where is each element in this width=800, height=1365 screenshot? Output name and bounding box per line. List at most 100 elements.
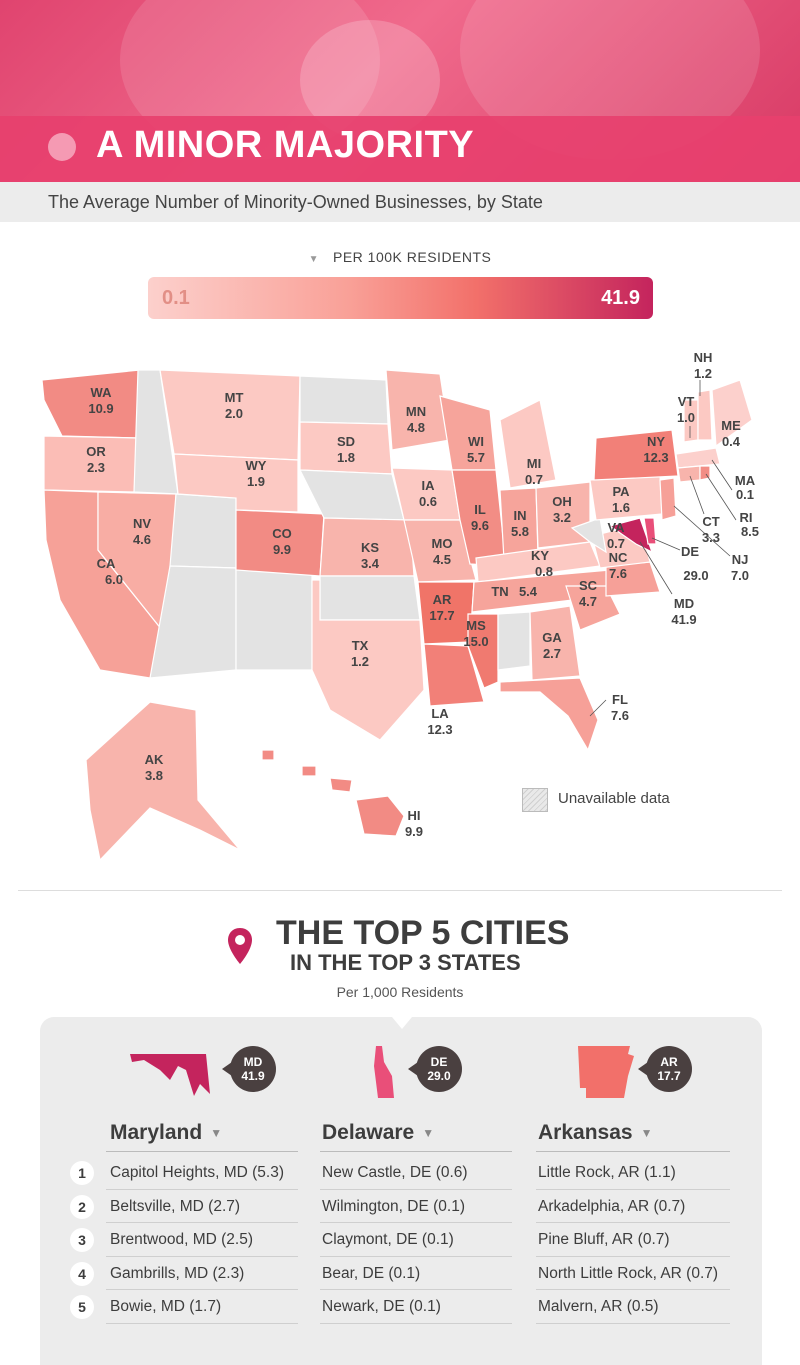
state-value: 10.9 [88,401,113,416]
state-value: 12.3 [643,450,668,465]
column-rule [320,1151,512,1152]
top-cities-unit: Per 1,000 Residents [336,984,464,1000]
state-shape-nm [235,567,313,671]
state-value: 7.6 [609,566,627,581]
state-value: 8.5 [741,524,759,539]
state-label: IN [514,508,527,523]
unavailable-swatch [522,788,548,812]
state-value: 1.2 [694,366,712,381]
state-shape-tx[interactable] [311,579,425,741]
state-shape-ne [299,469,405,521]
state-shape-ny[interactable] [593,429,679,481]
city-row: Newark, DE (0.1) [322,1298,441,1315]
state-shape-mo[interactable] [403,519,477,583]
state-label: WA [91,385,113,400]
state-shape-fl[interactable] [499,677,599,752]
row-rule [320,1222,512,1223]
state-value: 15.0 [463,634,488,649]
state-shape-hi-island [329,777,353,793]
delaware-shape-icon [374,1046,394,1098]
panel-notch [392,1017,412,1029]
state-shape-la[interactable] [423,643,485,707]
city-row: Pine Bluff, AR (0.7) [538,1231,670,1248]
state-shape-nh[interactable] [697,389,713,441]
state-value: 1.0 [677,410,695,425]
state-label: AR [433,592,452,607]
state-label: CT [702,514,719,529]
state-label: VA [607,520,625,535]
state-shape-ms[interactable] [467,613,499,689]
state-value: 3.3 [702,530,720,545]
md-badge: MD 41.9 [222,1046,276,1092]
maryland-shape-icon [130,1054,210,1096]
city-row: Beltsville, MD (2.7) [110,1198,241,1215]
state-label: WY [246,458,267,473]
column-head-maryland[interactable]: Maryland ▼ [110,1121,223,1144]
row-rule [106,1323,298,1324]
column-head-delaware[interactable]: Delaware ▼ [322,1121,435,1144]
triangle-down-icon: ▼ [308,254,319,265]
state-label: IL [474,502,486,517]
state-value: 0.7 [607,536,625,551]
state-label: NV [133,516,151,531]
state-shape-me[interactable] [711,379,753,448]
title-band [0,116,800,182]
state-shape-sc[interactable] [565,585,621,631]
state-value: 3.4 [361,556,380,571]
city-row: Malvern, AR (0.5) [538,1298,659,1315]
state-value: 0.7 [525,472,543,487]
state-label: MT [225,390,244,405]
state-value: 4.6 [133,532,151,547]
city-row: New Castle, DE (0.6) [322,1164,468,1181]
row-rule [536,1323,730,1324]
state-value: 5.4 [519,584,538,599]
state-value: 9.6 [471,518,489,533]
state-shape-ma[interactable] [675,447,721,469]
top-cities-subtitle: IN THE TOP 3 STATES [290,950,521,975]
state-label: NY [647,434,665,449]
state-value: 6.0 [105,572,123,587]
map-pin-icon [228,928,252,964]
city-row: Wilmington, DE (0.1) [322,1198,465,1215]
state-shape-de[interactable] [643,517,657,545]
state-label: VT [678,394,695,409]
state-value: 4.8 [407,420,425,435]
state-value: 3.8 [145,768,163,783]
state-value: 2.3 [87,460,105,475]
row-rule [320,1323,512,1324]
state-label: OR [86,444,106,459]
state-label: HI [408,808,421,823]
state-value: 29.0 [683,568,708,583]
rank-badge: 3 [70,1228,94,1252]
row-rule [320,1256,512,1257]
triangle-down-icon: ▼ [640,1126,653,1141]
state-shape-ct[interactable] [677,465,701,483]
state-shape-ga[interactable] [529,605,581,681]
state-label: NC [609,550,628,565]
column-head-arkansas[interactable]: Arkansas ▼ [538,1121,653,1144]
state-shape-md[interactable] [608,517,654,554]
state-shape-hi[interactable] [355,795,405,837]
state-label: IA [422,478,436,493]
state-shape-ak[interactable] [85,701,241,862]
state-value: 1.2 [351,654,369,669]
top-cities-title: THE TOP 5 CITIES [276,914,570,952]
legend-label: ▼ PER 100K RESIDENTS [0,249,800,265]
state-label: CA [97,556,116,571]
state-value: 5.8 [511,524,529,539]
state-shape-hi-island [301,765,317,777]
state-shape-nj[interactable] [659,477,677,521]
city-row: Gambrills, MD (2.3) [110,1265,245,1282]
state-shape-mi[interactable] [499,399,557,489]
state-value: 17.7 [429,608,454,623]
state-label: CO [272,526,292,541]
row-rule [106,1189,298,1190]
state-label: MI [527,456,541,471]
state-value: 7.6 [611,708,629,723]
state-value: 1.9 [247,474,265,489]
state-shape-ok [319,575,421,621]
legend-max: 41.9 [601,287,640,309]
state-label: TN [491,584,508,599]
section-divider [18,890,782,891]
leader-lines [589,380,737,717]
